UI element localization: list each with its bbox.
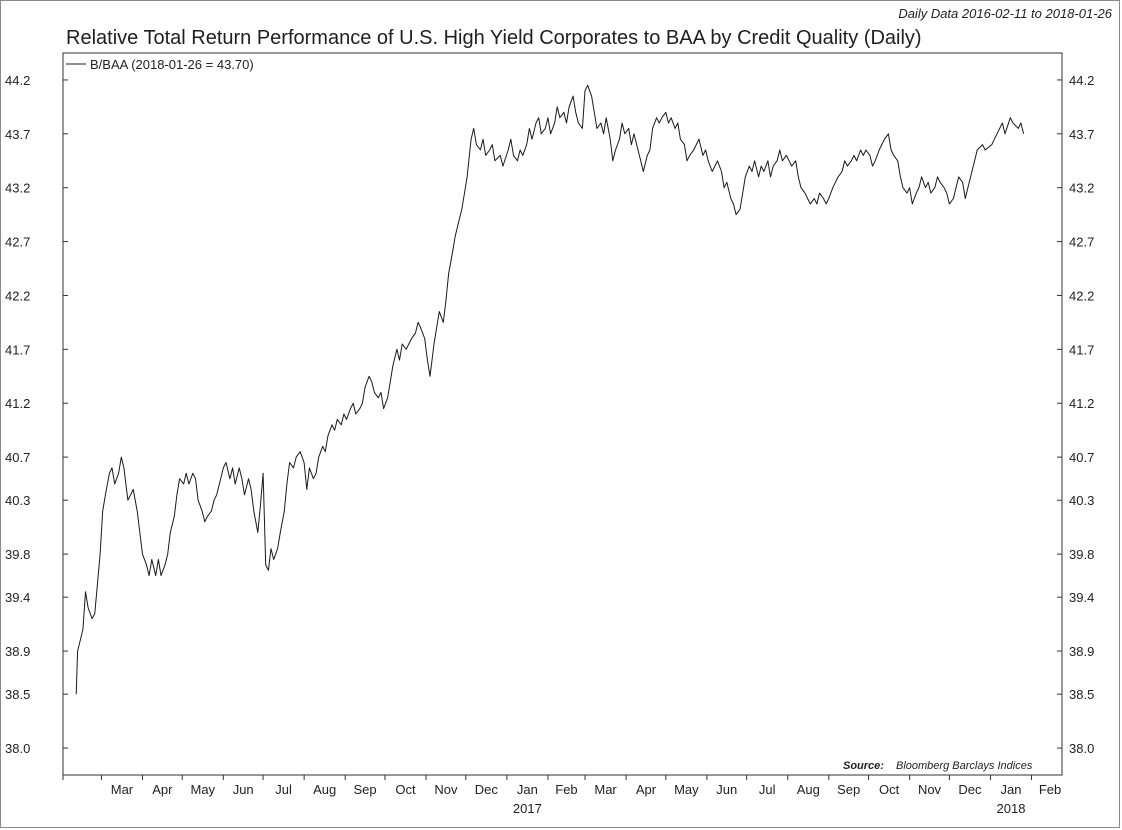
y-tick-label-right-7: 41.2 [1069, 396, 1094, 411]
x-tick-label-21: Dec [958, 782, 982, 797]
y-tick-label-right-2: 38.9 [1069, 644, 1094, 659]
x-tick-label-14: May [674, 782, 699, 797]
series-layer [75, 84, 1025, 695]
y-tick-label-left-12: 43.7 [5, 127, 30, 142]
x-tick-label-1: Apr [152, 782, 173, 797]
series-line-0 [75, 84, 1025, 695]
y-tick-label-right-13: 44.2 [1069, 73, 1094, 88]
y-tick-label-right-4: 39.8 [1069, 547, 1094, 562]
x-axis: Mar Apr May Jun Jul Aug Sep Oct Nov Dec Jan Feb Mar A… [62, 775, 1061, 816]
y-tick-label-left-5: 40.3 [5, 493, 30, 508]
x-tick-label-10: Jan [517, 782, 538, 797]
y-axis-left: 38.0 38.5 38.9 39.4 39.8 40.3 40.7 41.2 41.7 42.2… [5, 73, 68, 756]
x-tick-label-9: Dec [475, 782, 499, 797]
x-tick-label-17: Aug [797, 782, 820, 797]
x-tick-label-7: Oct [395, 782, 416, 797]
y-tick-label-right-11: 43.2 [1069, 181, 1094, 196]
x-tick-label-6: Sep [354, 782, 377, 797]
y-tick-label-right-10: 42.7 [1069, 235, 1094, 250]
y-tick-label-left-10: 42.7 [5, 235, 30, 250]
y-tick-label-left-1: 38.5 [5, 687, 30, 702]
x-tick-label-22: Jan [1001, 782, 1022, 797]
source-note: Source: Bloomberg Barclays Indices [843, 760, 1033, 772]
x-year-label-0: 2017 [513, 801, 542, 816]
y-tick-label-left-9: 42.2 [5, 288, 30, 303]
x-tick-label-8: Nov [434, 782, 458, 797]
y-tick-label-right-12: 43.7 [1069, 127, 1094, 142]
plot-area [62, 52, 1063, 776]
y-tick-label-left-4: 39.8 [5, 547, 30, 562]
x-tick-label-15: Jun [716, 782, 737, 797]
chart-title: Relative Total Return Performance of U.S… [66, 27, 922, 49]
x-tick-label-20: Nov [918, 782, 942, 797]
x-tick-label-5: Aug [313, 782, 336, 797]
y-tick-label-right-0: 38.0 [1069, 741, 1094, 756]
x-tick-label-13: Apr [636, 782, 657, 797]
y-tick-label-right-3: 39.4 [1069, 590, 1094, 605]
y-tick-label-right-6: 40.7 [1069, 450, 1094, 465]
y-tick-label-left-0: 38.0 [5, 741, 30, 756]
x-tick-label-19: Oct [879, 782, 900, 797]
x-tick-label-23: Feb [1039, 782, 1061, 797]
x-tick-label-18: Sep [837, 782, 860, 797]
x-tick-label-2: May [190, 782, 215, 797]
x-tick-label-11: Feb [555, 782, 577, 797]
y-tick-label-left-13: 44.2 [5, 73, 30, 88]
y-tick-label-left-11: 43.2 [5, 181, 30, 196]
y-tick-label-right-9: 42.2 [1069, 288, 1094, 303]
date-range-label: Daily Data 2016-02-11 to 2018-01-26 [898, 6, 1112, 21]
source-text: Bloomberg Barclays Indices [896, 760, 1033, 772]
y-tick-label-left-7: 41.2 [5, 396, 30, 411]
y-tick-label-left-3: 39.4 [5, 590, 30, 605]
y-tick-label-left-6: 40.7 [5, 450, 30, 465]
y-tick-label-right-1: 38.5 [1069, 687, 1094, 702]
x-tick-label-3: Jun [233, 782, 254, 797]
x-tick-label-12: Mar [594, 782, 617, 797]
x-tick-label-4: Jul [275, 782, 292, 797]
y-axis-right: 38.0 38.5 38.9 39.4 39.8 40.3 40.7 41.2 41.7 42.2… [1057, 73, 1094, 756]
legend: B/BAA (2018-01-26 = 43.70) [66, 57, 254, 72]
x-year-label-1: 2018 [997, 801, 1026, 816]
x-tick-label-16: Jul [759, 782, 776, 797]
y-tick-label-right-5: 40.3 [1069, 493, 1094, 508]
x-tick-label-0: Mar [111, 782, 134, 797]
y-tick-label-left-2: 38.9 [5, 644, 30, 659]
legend-label: B/BAA (2018-01-26 = 43.70) [90, 57, 254, 72]
source-label: Source: [843, 760, 884, 772]
y-tick-label-right-8: 41.7 [1069, 342, 1094, 357]
y-tick-label-left-8: 41.7 [5, 342, 30, 357]
